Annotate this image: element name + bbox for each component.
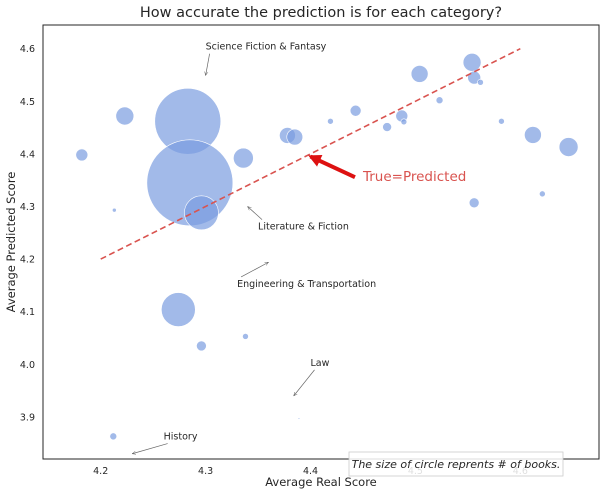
y-tick-label: 4.4 <box>20 149 35 160</box>
data-point <box>477 79 483 85</box>
annotation-label: Engineering & Transportation <box>237 279 376 290</box>
data-point <box>401 119 407 125</box>
y-axis-label: Average Predicted Score <box>4 172 18 313</box>
x-tick-label: 4.2 <box>93 466 108 477</box>
data-point <box>298 418 300 420</box>
chart-title: How accurate the prediction is for each … <box>140 5 502 21</box>
y-tick-label: 4.3 <box>20 202 35 213</box>
data-point <box>196 341 206 351</box>
plot-area <box>76 49 578 440</box>
annotation-arrow <box>241 262 268 277</box>
data-point <box>411 65 428 82</box>
data-point <box>112 208 116 212</box>
y-tick-label: 4.5 <box>20 97 35 108</box>
data-point <box>327 118 333 124</box>
y-tick-label: 4.6 <box>20 44 35 55</box>
data-point <box>116 107 134 125</box>
data-point <box>350 105 361 116</box>
x-tick-label: 4.4 <box>303 466 318 477</box>
true-predicted-label: True=Predicted <box>362 169 466 185</box>
y-tick-label: 4.1 <box>20 307 35 318</box>
y-tick-label: 4.2 <box>20 255 35 266</box>
annotation-label: History <box>164 432 198 443</box>
data-point <box>161 293 195 327</box>
data-point <box>469 198 479 208</box>
annotation-label: Science Fiction & Fantasy <box>206 42 327 53</box>
plot-frame <box>43 25 599 459</box>
data-point <box>233 148 253 168</box>
annotation-arrow <box>248 206 262 219</box>
data-point <box>436 97 443 104</box>
data-point <box>242 333 248 339</box>
y-tick-label: 4.0 <box>20 360 35 371</box>
data-point <box>498 118 504 124</box>
y-tick-label: 3.9 <box>20 412 35 423</box>
y-axis-ticks: 3.9 4.0 4.1 4.2 4.3 4.4 4.5 4.6 <box>20 44 35 423</box>
data-point <box>110 433 117 440</box>
data-point <box>76 149 88 161</box>
annotation-label: Law <box>311 358 330 369</box>
true-predicted-arrow <box>311 157 355 178</box>
data-point <box>383 123 392 132</box>
data-point <box>184 196 218 230</box>
annotation-label: Literature & Fiction <box>258 222 349 233</box>
annotation-arrow <box>132 444 167 454</box>
x-axis-label: Average Real Score <box>265 475 377 489</box>
annotation-arrow <box>206 54 210 76</box>
annotation-arrow <box>294 370 315 396</box>
data-point <box>539 191 545 197</box>
data-point <box>287 129 303 145</box>
data-point <box>524 126 541 143</box>
size-note-box: The size of circle reprents # of books. <box>349 452 563 476</box>
x-tick-label: 4.3 <box>198 466 213 477</box>
data-point <box>463 53 481 71</box>
size-note: The size of circle reprents # of books. <box>352 458 561 471</box>
data-point <box>559 138 578 157</box>
